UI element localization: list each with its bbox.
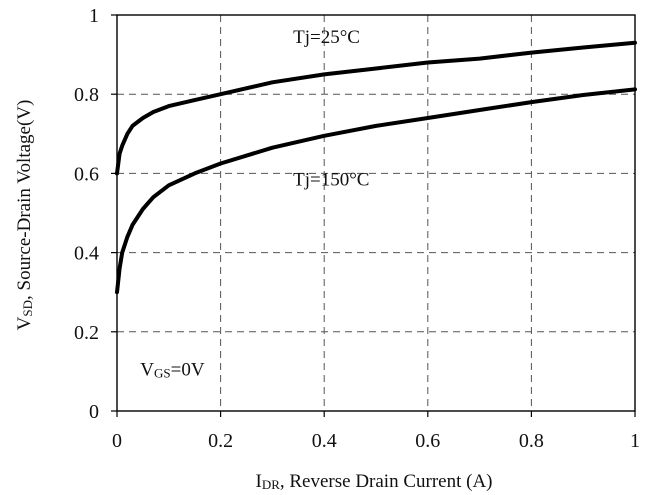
x-tick-label: 0.4	[312, 430, 337, 452]
y-tick-label: 1	[89, 5, 99, 27]
y-tick-label: 0	[89, 401, 99, 423]
y-tick-label: 0.2	[74, 322, 99, 344]
tick-labels: 0 0.2 0.4 0.6 0.8 1 0 0.2 0.4 0.6 0.8 1	[74, 5, 640, 452]
x-tick-label: 1	[630, 430, 640, 452]
annotations: Tj=25°C Tj=150°C VGS=0V	[140, 27, 369, 381]
x-tick-label: 0	[112, 430, 122, 452]
annotation-label: VGS=0V	[140, 359, 205, 380]
y-axis-label: VSD, Source-Drain Voltage(V)	[14, 100, 35, 331]
x-tick-label: 0.2	[208, 430, 233, 452]
series-lines	[115, 40, 637, 295]
x-tick-label: 0.8	[519, 430, 544, 452]
annotation-label: Tj=25°C	[293, 27, 360, 48]
x-axis-label: IDR, Reverse Drain Current (A)	[255, 471, 492, 492]
series-line-tj150	[115, 87, 637, 295]
y-tick-label: 0.4	[74, 243, 99, 265]
y-tick-label: 0.8	[74, 84, 99, 106]
annotation-label: Tj=150°C	[293, 169, 369, 190]
plot-border	[116, 14, 636, 412]
grid-lines	[117, 15, 635, 411]
series-line-tj25	[115, 40, 637, 176]
y-tick-label: 0.6	[74, 163, 99, 185]
x-tick-label: 0.6	[415, 430, 440, 452]
